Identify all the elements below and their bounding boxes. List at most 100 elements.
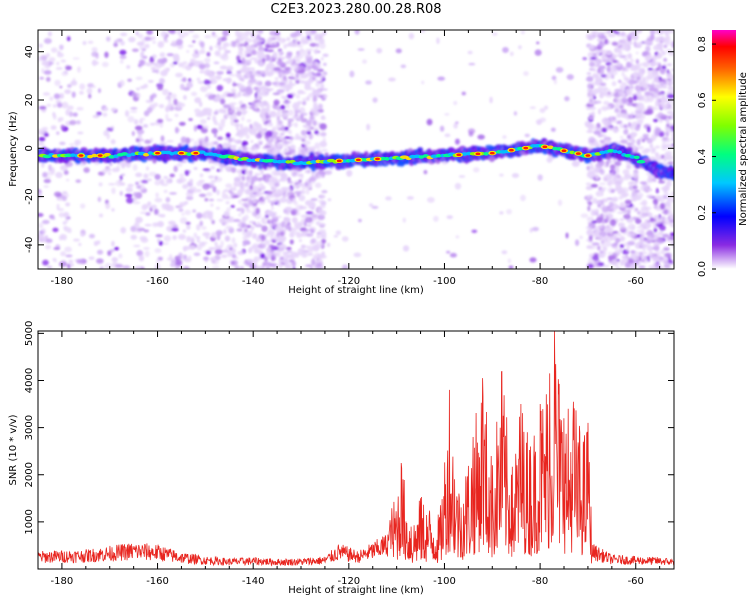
noise-blob [618,85,624,89]
noise-blob [216,84,224,92]
noise-blob [601,218,606,225]
noise-blob [661,216,665,221]
noise-blob [320,235,327,239]
noise-blob [184,169,190,176]
noise-blob [244,50,248,55]
noise-blob [246,30,255,35]
noise-blob [592,254,600,261]
noise-blob [299,80,306,84]
noise-blob [278,38,286,44]
noise-blob [277,201,281,207]
noise-blob [614,88,622,93]
spectrogram-blobs [38,30,674,269]
noise-blob [669,232,674,237]
noise-blob [318,223,326,226]
noise-blob [250,139,254,144]
noise-blob [287,118,294,123]
noise-blob [651,56,657,62]
noise-blob [176,162,183,168]
noise-blob [286,87,290,93]
noise-blob [198,101,203,107]
noise-blob [98,213,104,218]
noise-blob [653,177,657,183]
noise-blob [444,133,451,138]
noise-blob [66,36,71,42]
noise-blob [103,130,109,137]
noise-blob [179,217,188,224]
noise-blob [64,89,72,95]
noise-blob [59,93,65,99]
noise-blob [589,98,593,103]
noise-blob [349,70,355,78]
noise-blob [55,67,63,70]
noise-blob [642,133,649,137]
noise-blob [57,208,65,212]
noise-blob [183,246,187,252]
noise-blob [637,71,645,75]
noise-blob [273,221,277,225]
noise-blob [284,152,292,156]
noise-blob [625,54,632,58]
noise-blob [611,41,618,46]
noise-blob [306,233,314,237]
noise-blob [585,186,594,190]
noise-blob [659,224,666,232]
noise-blob [230,145,236,152]
noise-blob [599,65,606,70]
noise-blob [315,43,319,47]
noise-blob [269,181,276,189]
noise-blob [357,48,365,51]
noise-blob [639,81,646,88]
noise-blob [289,144,296,150]
noise-blob [249,105,253,109]
noise-blob [168,220,176,225]
noise-blob [668,260,674,264]
noise-blob [619,218,625,221]
noise-blob [88,93,92,99]
noise-blob [587,83,593,89]
noise-blob [300,173,304,180]
noise-blob [613,103,620,110]
noise-blob [642,76,649,83]
noise-blob [402,217,406,223]
noise-blob [557,199,563,206]
noise-blob [141,204,148,211]
noise-blob [267,230,275,236]
noise-blob [155,175,161,179]
noise-blob [606,206,611,209]
noise-blob [284,66,291,71]
noise-blob [372,97,378,103]
noise-blob [63,170,69,175]
noise-blob [492,32,498,36]
noise-blob [226,79,232,84]
noise-blob [617,211,625,215]
noise-blob [616,251,621,255]
noise-blob [605,51,613,56]
noise-blob [199,41,205,48]
noise-blob [298,179,302,183]
noise-blob [226,113,230,118]
noise-blob [658,36,666,40]
noise-blob [160,30,168,38]
noise-blob [611,74,615,79]
noise-blob [590,56,597,60]
noise-blob [116,165,120,172]
noise-blob [226,93,235,97]
noise-blob [166,139,174,143]
noise-blob [658,195,666,203]
noise-blob [266,43,270,48]
noise-blob [589,126,594,130]
noise-blob [152,54,157,59]
noise-blob [627,231,631,237]
noise-blob [282,75,287,81]
noise-blob [193,252,201,257]
noise-blob [188,118,193,122]
noise-blob [585,226,593,230]
noise-blob [49,215,53,218]
noise-blob [499,211,504,215]
noise-blob [266,190,273,195]
noise-blob [590,143,596,147]
noise-blob [616,232,622,237]
noise-blob [594,64,601,67]
noise-blob [286,266,294,269]
